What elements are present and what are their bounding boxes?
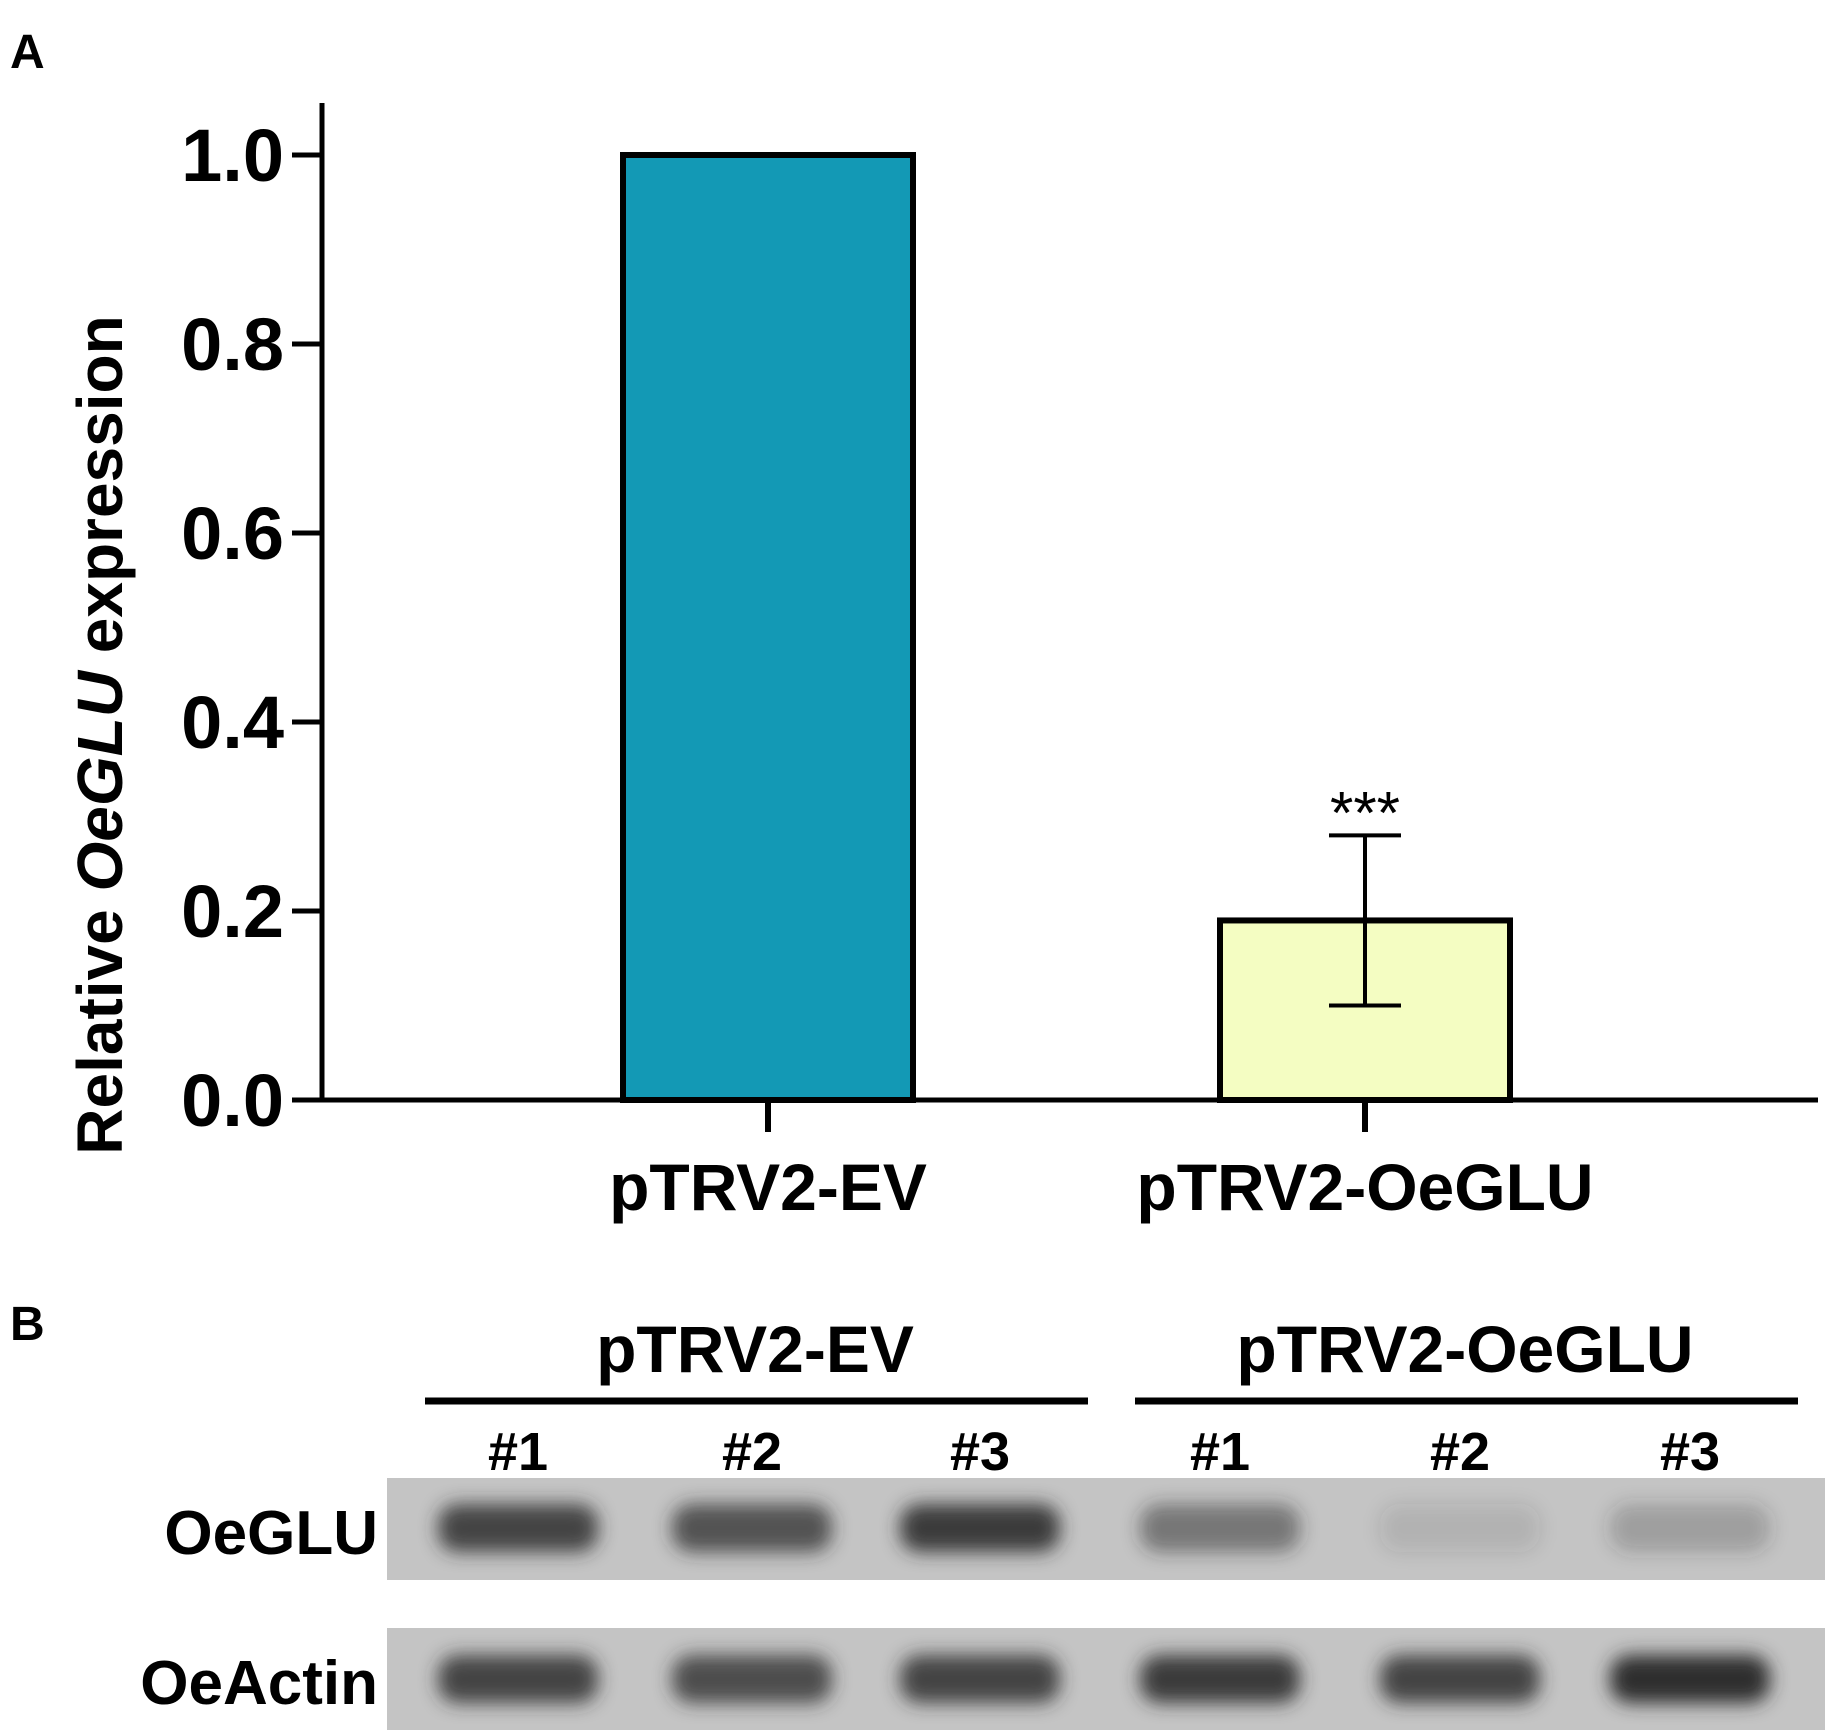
lane-label: #2 [1430,1422,1490,1482]
blot-band [438,1655,598,1703]
y-tick-label: 0.6 [181,492,284,575]
bars [620,152,1513,1104]
panel-a-label: A [10,26,45,79]
blot-band [672,1655,832,1703]
blot-band [1610,1655,1770,1703]
lane-labels: #1 #2 #3 #1 #2 #3 [488,1422,1720,1482]
lane-label: #1 [488,1422,548,1482]
panel-b-label: B [10,1298,45,1351]
blot-band [900,1655,1060,1703]
lane-label: #1 [1190,1422,1250,1482]
y-tick-label: 0.0 [181,1059,284,1142]
significance-marker: *** [1330,779,1400,846]
blot-band [1610,1504,1770,1552]
blot-bands [438,1504,1770,1703]
blot-band [900,1504,1060,1552]
x-axis-labels: pTRV2-EV pTRV2-OeGLU [609,1100,1594,1224]
lane-label: #3 [950,1422,1010,1482]
blot-row-label: OeActin [140,1649,378,1718]
y-tick-label: 0.2 [181,870,284,953]
y-tick-label: 0.8 [181,303,284,386]
blot-group-label: pTRV2-EV [596,1312,914,1386]
error-bars: *** [732,153,1401,1008]
blot-band [672,1504,832,1552]
blot-group-label: pTRV2-OeGLU [1236,1312,1693,1386]
blot-strip-oeactin [387,1628,1825,1730]
lane-label: #3 [1660,1422,1720,1482]
western-blot: pTRV2-EV pTRV2-OeGLU #1 #2 #3 #1 #2 #3 OeGLU … [140,1312,1825,1730]
blot-band [1140,1655,1300,1703]
blot-band [1380,1504,1540,1552]
x-category-label: pTRV2-OeGLU [1136,1150,1593,1224]
blot-band [1140,1504,1300,1552]
y-tick-label: 0.4 [181,681,284,764]
blot-band [438,1504,598,1552]
blot-row-label: OeGLU [164,1499,378,1568]
bar-chart: 0.0 0.2 0.4 0.6 0.8 1.0 *** pTRV2-EV pTRV2-OeG… [64,103,1818,1224]
x-category-label: pTRV2-EV [609,1150,927,1224]
y-axis-label: Relative OeGLU expression [64,315,136,1154]
blot-strip-oeglu [387,1478,1825,1580]
blot-band [1380,1655,1540,1703]
y-axis-ticks: 0.0 0.2 0.4 0.6 0.8 1.0 [181,114,322,1142]
lane-label: #2 [722,1422,782,1482]
y-tick-label: 1.0 [181,114,284,197]
bar [620,152,916,1103]
